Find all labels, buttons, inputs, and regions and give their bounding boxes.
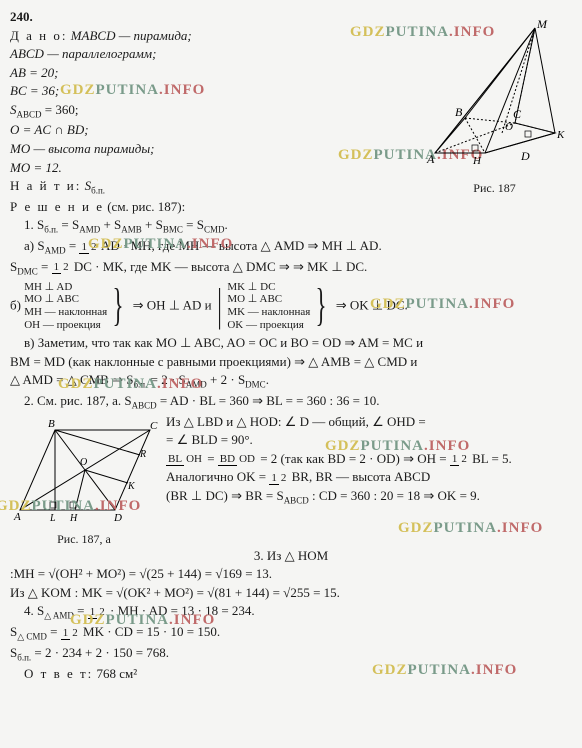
step-3-2: Из △ KOM : MK = √(OK² + MO²) = √(81 + 14… <box>10 584 572 602</box>
step-2: 2. См. рис. 187, а. SABCD = AD · BL = 36… <box>10 392 572 412</box>
step-1c-3: △ AMD = △ CMB ⇒ Sб.п. = 2 · SAMD + 2 · S… <box>10 371 572 391</box>
svg-text:O: O <box>505 121 513 133</box>
svg-text:A: A <box>426 152 435 166</box>
svg-text:B: B <box>455 105 463 119</box>
svg-text:C: C <box>150 420 158 432</box>
figure-187: M A B C D O H K Рис. 187 <box>417 18 572 193</box>
svg-text:M: M <box>536 18 548 31</box>
fig1-caption: Рис. 187 <box>417 180 572 196</box>
svg-text:A: A <box>13 511 21 523</box>
fig2-caption: Рис. 187, а <box>10 531 158 547</box>
svg-text:B: B <box>48 418 55 430</box>
answer: О т в е т: 768 см² <box>10 665 572 683</box>
step-3-head: 3. Из △ HOM <box>10 547 572 565</box>
step-1: 1. Sб.п. = SAMD + SAMB + SBMC = SCMD. <box>10 216 572 236</box>
svg-text:D: D <box>113 512 122 524</box>
step-1c-2: BM = MD (как наклонные с равными проекци… <box>10 353 572 371</box>
svg-text:K: K <box>127 481 136 492</box>
svg-text:D: D <box>520 149 530 163</box>
step-4-2: S△ CMD = 12 MK · CD = 15 · 10 = 150. <box>10 623 572 643</box>
step-1dmc: SDMC = 12 DC · MK, где MK — высота △ DMC… <box>10 258 572 278</box>
svg-text:L: L <box>49 513 56 524</box>
step-3-1: :MH = √(OH² + MO²) = √(25 + 144) = √169 … <box>10 565 572 583</box>
svg-text:O: O <box>80 457 87 468</box>
svg-text:C: C <box>513 107 522 121</box>
step-4-1: 4. S△ AMD = 12 · MH · AD = 13 · 18 = 234… <box>10 602 572 622</box>
figure-187a: A B C D O L H R K Рис. 187, а <box>10 415 158 545</box>
svg-text:H: H <box>69 513 78 524</box>
svg-text:K: K <box>556 129 565 141</box>
step-4-3: Sб.п. = 2 · 234 + 2 · 150 = 768. <box>10 644 572 664</box>
step-1b: б) MH ⊥ AD MO ⊥ ABC MH — наклонная OH — … <box>10 281 572 332</box>
svg-text:R: R <box>139 449 146 460</box>
step-1a: а) SAMD = 12 AD · MH, где MH — высота △ … <box>10 237 572 257</box>
svg-text:H: H <box>472 155 482 167</box>
solution-label: Р е ш е н и е (см. рис. 187): <box>10 198 572 216</box>
step-1c-1: в) Заметим, что так как MO ⊥ ABC, AO = O… <box>10 334 572 352</box>
